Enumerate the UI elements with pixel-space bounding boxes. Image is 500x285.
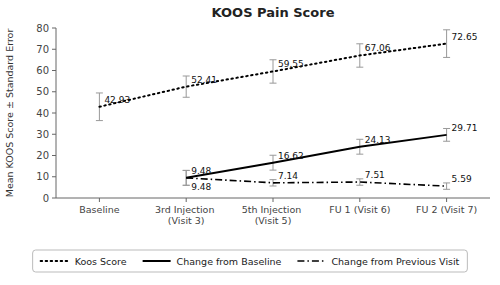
data-label: 16.62 xyxy=(278,151,304,161)
y-tick-label: 10 xyxy=(36,171,49,182)
data-label: 67.06 xyxy=(365,43,391,53)
y-tick-label: 40 xyxy=(36,108,49,119)
y-tick xyxy=(52,28,56,29)
legend-label: Change from Baseline xyxy=(177,256,282,267)
y-tick xyxy=(52,155,56,156)
data-label: 52.41 xyxy=(191,75,217,85)
marks xyxy=(96,30,450,190)
legend-swatch xyxy=(143,260,171,262)
y-tick xyxy=(52,49,56,50)
data-label: 29.71 xyxy=(452,123,478,133)
data-label: 9.48 xyxy=(191,182,211,192)
y-tick xyxy=(52,134,56,135)
x-tick-label: 5th Injection (Visit 5) xyxy=(242,204,305,226)
y-tick-label: 0 xyxy=(43,193,49,204)
data-label: 7.51 xyxy=(365,170,385,180)
legend-box xyxy=(33,250,468,272)
legend-swatch xyxy=(41,260,69,262)
series-line xyxy=(99,44,446,107)
legend-label: Change from Previous Visit xyxy=(331,256,459,267)
x-tick-label: 3rd Injection (Visit 3) xyxy=(155,204,218,226)
x-tick xyxy=(446,198,447,202)
series-line xyxy=(186,135,446,178)
series-line xyxy=(186,178,446,186)
y-tick xyxy=(52,198,56,199)
data-label: 5.59 xyxy=(452,174,472,184)
data-label: 7.14 xyxy=(278,171,298,181)
y-tick-label: 20 xyxy=(36,150,49,161)
x-tick-label: FU 2 (Visit 7) xyxy=(416,204,477,215)
data-label: 24.13 xyxy=(365,135,391,145)
y-tick xyxy=(52,70,56,71)
y-axis-label: Mean KOOS Score ± Standard Error xyxy=(4,29,15,198)
legend-swatch xyxy=(297,260,325,262)
data-label: 9.48 xyxy=(191,166,211,176)
data-label: 42.93 xyxy=(104,95,130,105)
y-tick-label: 80 xyxy=(36,23,49,34)
data-label: 72.65 xyxy=(452,32,478,42)
x-tick xyxy=(186,198,187,202)
y-tick xyxy=(52,113,56,114)
y-tick-label: 70 xyxy=(36,44,49,55)
data-label: 59.55 xyxy=(278,59,304,69)
error-bar xyxy=(443,183,450,189)
x-tick xyxy=(99,198,100,202)
x-tick-label: FU 1 (Visit 6) xyxy=(329,204,390,215)
y-tick-label: 60 xyxy=(36,65,49,76)
y-axis xyxy=(56,28,57,198)
legend: Koos Score Change from Baseline Change fro… xyxy=(33,250,468,272)
title: KOOS Pain Score xyxy=(212,5,335,20)
y-tick-label: 30 xyxy=(36,129,49,140)
y-tick xyxy=(52,91,56,92)
x-tick-label: Baseline xyxy=(79,204,119,215)
y-tick xyxy=(52,176,56,177)
legend-label: Koos Score xyxy=(75,256,127,267)
chart: KOOS Pain Score Mean KOOS Score ± Standar… xyxy=(0,0,500,285)
x-tick xyxy=(359,198,360,202)
x-tick xyxy=(273,198,274,202)
y-tick-label: 50 xyxy=(36,86,49,97)
